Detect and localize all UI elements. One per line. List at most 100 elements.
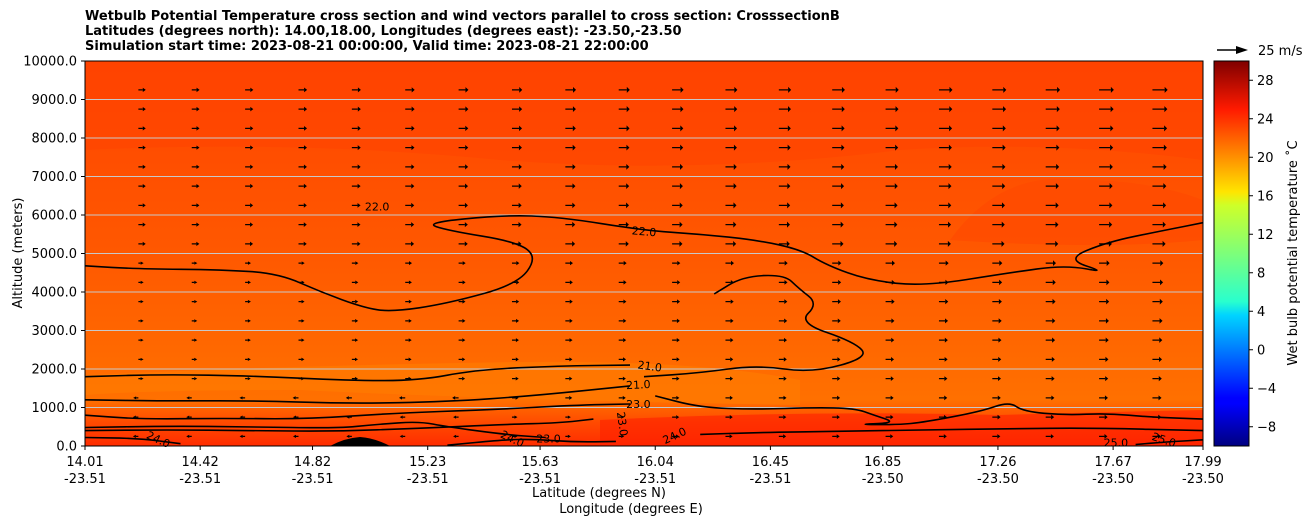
wind-vector [832, 337, 841, 343]
title-line-1: Wetbulb Potential Temperature cross sect… [85, 9, 840, 24]
title-line-3: Simulation start time: 2023-08-21 00:00:… [85, 39, 649, 54]
wind-vector [885, 144, 899, 151]
wind-vector [1152, 260, 1164, 267]
contour-line-21 [85, 385, 631, 404]
wind-vector [938, 356, 948, 362]
wind-vector [778, 318, 788, 324]
x-tick-label-lon: -23.51 [179, 472, 221, 487]
y-tick-label: 4000.0 [32, 286, 78, 301]
wind-vector [191, 357, 198, 361]
wind-vector [992, 298, 1002, 305]
quiver-key-label: 25 m/s [1258, 44, 1303, 59]
wind-vector [725, 299, 734, 304]
wind-vector [351, 202, 361, 208]
wind-vector [885, 318, 895, 324]
wind-vector [405, 338, 412, 342]
wind-vector [672, 144, 684, 151]
wind-vector [245, 87, 254, 93]
wind-vector [245, 203, 254, 208]
wind-vector [351, 280, 359, 285]
wind-vector [832, 357, 841, 362]
wind-vector [1152, 163, 1167, 170]
wind-vector [778, 125, 791, 132]
wind-vector [298, 261, 305, 265]
wind-vector [1152, 144, 1167, 151]
wind-vector [672, 376, 680, 381]
x-tick-label-lat: 17.67 [1095, 455, 1132, 470]
wind-vector [565, 357, 573, 362]
wind-vector [245, 145, 254, 150]
wind-vector [351, 164, 361, 170]
wind-vector [618, 395, 626, 400]
wind-vector [245, 357, 251, 362]
wind-vector [298, 241, 307, 247]
colorbar-tick-label: 12 [1257, 228, 1274, 243]
wind-vector [138, 319, 144, 323]
wind-vector [351, 183, 361, 189]
wind-vector [885, 183, 898, 190]
wind-vector [618, 125, 630, 132]
wind-vector [938, 260, 949, 266]
wind-vector [191, 203, 200, 208]
wind-vector [778, 337, 787, 343]
wind-vector [191, 183, 200, 189]
colorbar-tick-label: 24 [1257, 112, 1274, 127]
x-tick-label-lat: 15.63 [521, 455, 558, 470]
wind-vector [191, 299, 198, 304]
wind-vector [1152, 106, 1168, 113]
wind-vector [345, 396, 352, 400]
colorbar [1213, 60, 1250, 447]
wind-vector [618, 241, 629, 247]
wind-vector [938, 125, 953, 132]
wind-vector [1152, 240, 1166, 247]
x-tick-label-lat: 16.85 [864, 455, 901, 470]
wind-vector [672, 125, 684, 132]
y-tick-label: 5000.0 [32, 247, 78, 262]
wind-vector [992, 125, 1006, 132]
wind-vector [346, 434, 352, 438]
colorbar-tick-label: 20 [1257, 151, 1274, 166]
wind-vector [298, 203, 307, 208]
colorbar-tick-label: 0 [1257, 343, 1265, 358]
wind-vector [725, 395, 733, 400]
contour-line-24 [447, 438, 616, 446]
wind-vector [298, 299, 305, 304]
wind-vector [725, 337, 734, 343]
wind-vector [511, 395, 519, 400]
wind-vector [138, 338, 144, 342]
wind-vector [351, 338, 359, 342]
wind-vector [191, 261, 198, 265]
wind-vector [618, 280, 627, 285]
wind-vector [992, 434, 1001, 439]
wind-vector [191, 87, 200, 93]
wind-vector [458, 280, 466, 285]
wind-vector [452, 396, 459, 400]
wind-vector [565, 106, 576, 113]
contour-line-23 [655, 395, 1203, 426]
wind-vector [292, 434, 299, 438]
wind-vector [672, 357, 680, 362]
wind-vector [191, 222, 200, 227]
wind-vector [832, 395, 841, 401]
wind-vector [405, 125, 415, 131]
wind-vector [778, 434, 787, 439]
wind-vector [832, 260, 842, 266]
wind-vector [672, 163, 684, 170]
wind-vector [778, 240, 790, 247]
wind-vector [778, 163, 791, 170]
wind-vector [1152, 318, 1163, 324]
contour-line-22 [643, 274, 864, 378]
wind-vector [511, 144, 522, 151]
wind-vector [672, 202, 683, 209]
wind-vector [239, 434, 246, 438]
wind-vector [405, 376, 412, 381]
wind-vector [672, 415, 680, 420]
wind-vector [138, 222, 146, 227]
wind-vector [672, 183, 683, 190]
wind-vector [298, 222, 307, 227]
wind-vector [458, 357, 466, 362]
wind-vector [672, 395, 680, 400]
wind-vector [1099, 221, 1113, 228]
wind-vector [298, 319, 305, 323]
wind-vector [458, 241, 468, 247]
